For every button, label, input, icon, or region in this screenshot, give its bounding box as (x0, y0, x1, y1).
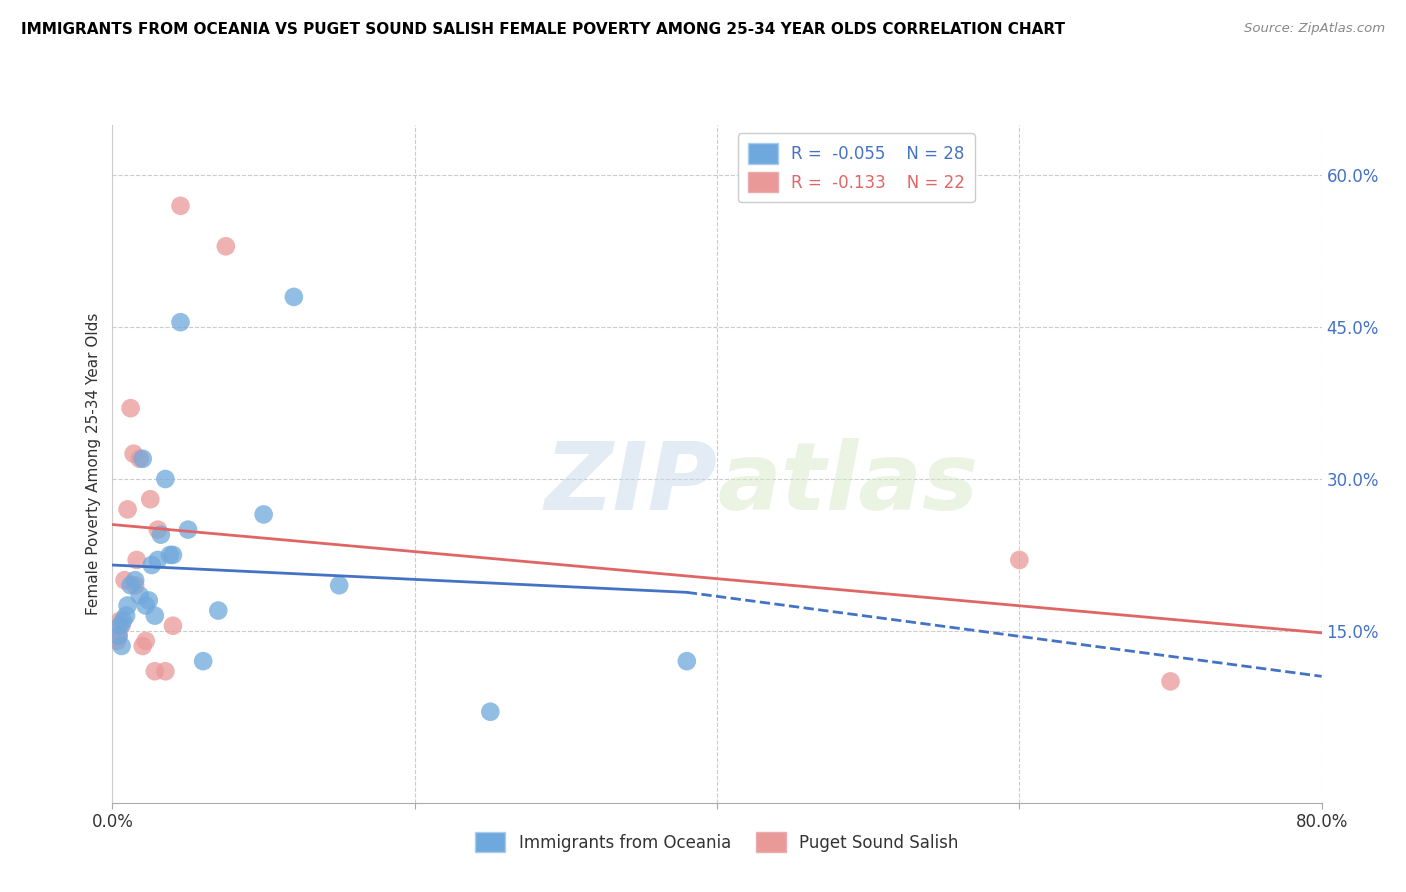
Point (141, 558, 163, 572)
Point (675, 654, 697, 668)
Text: IMMIGRANTS FROM OCEANIA VS PUGET SOUND SALISH FEMALE POVERTY AMONG 25-34 YEAR OL: IMMIGRANTS FROM OCEANIA VS PUGET SOUND S… (21, 22, 1066, 37)
Point (114, 573, 136, 587)
Point (162, 548, 184, 562)
Point (146, 553, 169, 567)
Point (139, 492, 162, 507)
Point (115, 608, 138, 623)
Text: Source: ZipAtlas.com: Source: ZipAtlas.com (1244, 22, 1385, 36)
Legend: Immigrants from Oceania, Puget Sound Salish: Immigrants from Oceania, Puget Sound Sal… (468, 825, 966, 859)
Y-axis label: Female Poverty Among 25-34 Year Olds: Female Poverty Among 25-34 Year Olds (86, 313, 101, 615)
Point (177, 523, 200, 537)
Point (128, 588, 150, 602)
Point (1008, 553, 1031, 567)
Point (143, 608, 166, 623)
Point (162, 618, 184, 632)
Text: atlas: atlas (717, 438, 979, 530)
Point (105, 634, 128, 648)
Point (110, 639, 132, 653)
Point (128, 451, 150, 466)
Point (207, 603, 229, 617)
Point (1159, 674, 1181, 689)
Point (169, 199, 191, 213)
Point (124, 573, 146, 587)
Point (143, 665, 166, 679)
Point (138, 593, 160, 607)
Point (117, 502, 139, 516)
Point (112, 614, 135, 628)
Point (124, 578, 146, 592)
Point (146, 523, 169, 537)
Point (120, 578, 142, 592)
Point (110, 618, 132, 632)
Point (108, 614, 131, 628)
Point (149, 527, 172, 541)
Point (169, 315, 191, 329)
Point (479, 705, 502, 719)
Point (135, 599, 157, 613)
Point (108, 618, 131, 632)
Point (253, 508, 276, 522)
Point (283, 290, 305, 304)
Point (122, 447, 145, 461)
Point (215, 239, 238, 253)
Point (155, 665, 177, 679)
Point (117, 599, 139, 613)
Point (120, 401, 142, 416)
Text: ZIP: ZIP (544, 438, 717, 530)
Point (132, 639, 155, 653)
Point (328, 578, 350, 592)
Point (155, 472, 177, 486)
Point (125, 553, 148, 567)
Point (159, 548, 181, 562)
Point (107, 629, 129, 643)
Point (107, 629, 129, 643)
Point (135, 634, 157, 648)
Point (191, 654, 214, 668)
Point (132, 451, 155, 466)
